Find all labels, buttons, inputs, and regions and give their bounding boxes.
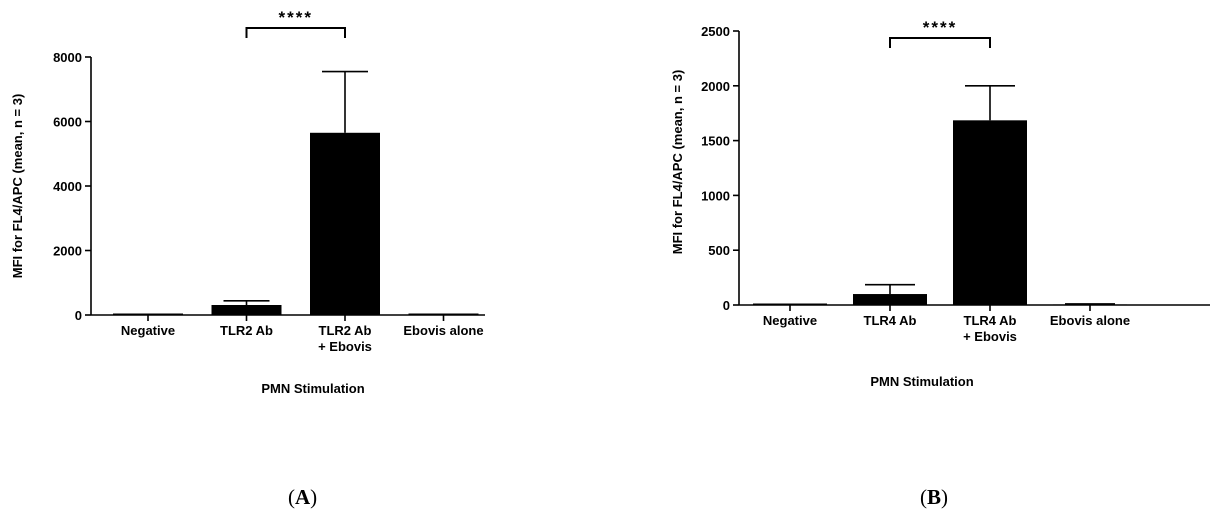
x-tick-label: TLR4 Ab [864,313,917,328]
y-tick-label: 2000 [701,79,730,94]
panel-label-b: (B) [920,485,949,509]
x-tick-label: Negative [763,313,817,328]
bar [310,132,380,315]
y-tick-label: 6000 [53,115,82,130]
y-tick-label: 4000 [53,179,82,194]
y-tick-label: 500 [708,243,730,258]
y-tick-label: 1500 [701,134,730,149]
x-axis-label: PMN Stimulation [870,374,973,389]
x-tick-label: TLR4 Ab [964,313,1017,328]
bar [211,305,282,315]
bar [1053,304,1127,305]
y-axis-label: MFI for FL4/APC (mean, n = 3) [10,94,25,279]
y-axis-label: MFI for FL4/APC (mean, n = 3) [670,70,685,255]
x-tick-label: TLR2 Ab [220,323,273,338]
x-tick-label: + Ebovis [318,339,372,354]
x-tick-label: Negative [121,323,175,338]
bar [853,294,927,305]
y-tick-label: 1000 [701,188,730,203]
panel-label-b-letter: B [927,485,942,509]
x-tick-label: + Ebovis [963,329,1017,344]
y-tick-label: 0 [723,298,730,313]
bar [753,303,827,305]
x-tick-label: Ebovis alone [1050,313,1130,328]
panel-label-a: (A) [288,485,318,509]
chart-panel-b: 0 500 1000 1500 2000 2500 MFI for FL4/APC (mea… [670,18,1210,389]
y-tick-label: 0 [75,308,82,323]
bar [113,313,183,315]
y-tick-label: 8000 [53,50,82,65]
significance-label: **** [279,8,313,27]
chart-panel-a: 0 2000 4000 6000 8000 MFI for FL4/APC (mean, … [10,8,485,396]
y-tick-label: 2500 [701,24,730,39]
y-tick-label: 2000 [53,244,82,259]
panel-label-a-letter: A [295,485,311,509]
x-tick-label: Ebovis alone [403,323,483,338]
bar [953,120,1027,305]
bar [408,313,479,315]
x-axis-label: PMN Stimulation [261,381,364,396]
significance-label: **** [923,18,957,37]
significance-bracket [889,37,991,48]
significance-bracket [245,27,346,38]
x-tick-label: TLR2 Ab [319,323,372,338]
